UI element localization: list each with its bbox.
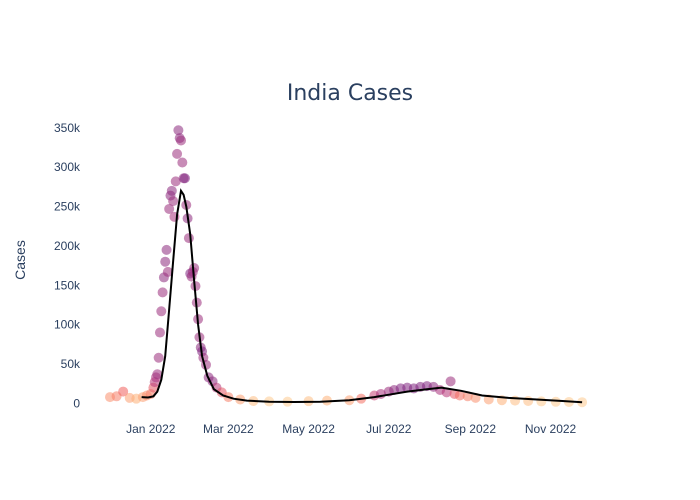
- y-axis-title: Cases: [12, 240, 28, 280]
- scatter-point: [160, 256, 171, 267]
- scatter-point: [536, 396, 547, 407]
- scatter-point: [454, 390, 465, 401]
- chart-title: India Cases: [287, 81, 413, 106]
- scatter-point: [162, 266, 173, 277]
- x-tick-label: Jul 2022: [366, 422, 412, 436]
- scatter-point: [577, 397, 588, 408]
- scatter-point: [118, 386, 129, 397]
- scatter-point: [183, 233, 194, 244]
- y-tick-label: 350k: [54, 121, 81, 135]
- scatter-point: [154, 327, 165, 338]
- scatter-point: [153, 352, 164, 363]
- scatter-point: [179, 173, 190, 184]
- y-tick-label: 50k: [61, 357, 81, 371]
- scatter-point: [173, 125, 184, 136]
- scatter-point: [157, 287, 168, 298]
- x-tick-label: Jan 2022: [126, 422, 176, 436]
- y-axis-ticks: 0 50k 100k 150k 200k 250k 300k 350k: [54, 121, 81, 411]
- y-tick-label: 300k: [54, 160, 81, 174]
- x-axis-ticks: Jan 2022 Mar 2022 May 2022 Jul 2022 Sep 2022…: [126, 422, 576, 436]
- scatter-point: [523, 396, 534, 407]
- x-tick-label: Mar 2022: [203, 422, 254, 436]
- x-tick-label: Nov 2022: [525, 422, 577, 436]
- y-tick-label: 200k: [54, 239, 81, 253]
- scatter-point: [172, 148, 183, 159]
- scatter-point: [445, 376, 456, 387]
- y-tick-label: 150k: [54, 278, 81, 292]
- y-tick-label: 0: [73, 396, 80, 410]
- scatter-point: [164, 203, 175, 214]
- scatter-point: [156, 306, 167, 317]
- y-tick-label: 100k: [54, 318, 81, 332]
- scatter-point: [176, 135, 187, 146]
- scatter-point: [550, 396, 561, 407]
- x-tick-label: May 2022: [282, 422, 335, 436]
- trend-line: [141, 188, 583, 404]
- scatter-point: [170, 176, 181, 187]
- x-tick-label: Sep 2022: [445, 422, 497, 436]
- scatter-point: [177, 157, 188, 168]
- scatter-point: [166, 185, 177, 196]
- scatter-point: [189, 262, 200, 273]
- scatter-point: [152, 369, 163, 380]
- y-tick-label: 250k: [54, 200, 81, 214]
- scatter-point: [168, 196, 179, 207]
- scatter-point: [161, 244, 172, 255]
